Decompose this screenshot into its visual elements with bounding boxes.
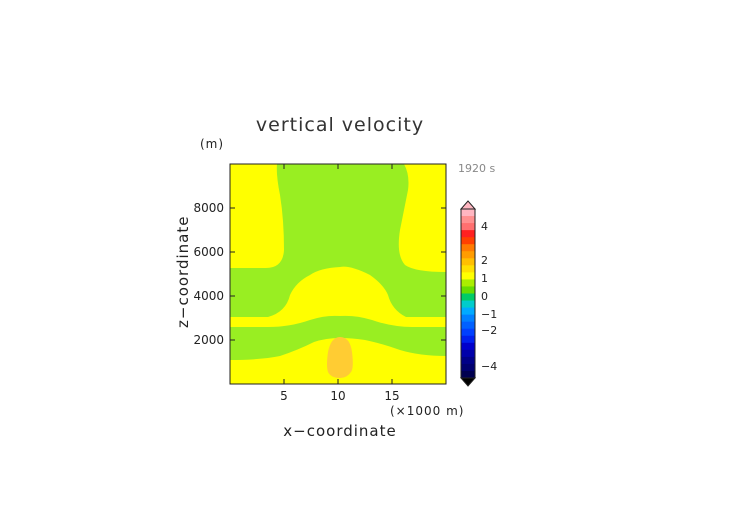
colorbar-segment xyxy=(461,300,475,309)
colorbar-bottom-triangle xyxy=(459,377,477,387)
colorbar-segment xyxy=(461,349,475,358)
colorbar-segment xyxy=(461,258,475,266)
colorbar-label: −1 xyxy=(481,308,497,321)
colorbar-segment xyxy=(461,342,475,351)
colorbar-label: 2 xyxy=(481,254,488,267)
y-tick-label: 6000 xyxy=(193,245,224,259)
colorbar-segment xyxy=(461,230,475,238)
colorbar-segment xyxy=(461,335,475,344)
colorbar-segment xyxy=(461,251,475,259)
colorbar-segment xyxy=(461,314,475,323)
colorbar-segment xyxy=(461,293,475,302)
colorbar-segment xyxy=(461,244,475,252)
colorbar-segment xyxy=(461,223,475,231)
x-tick-label: 15 xyxy=(384,389,399,403)
colorbar: 4 2 1 0 −1 −2 −4 xyxy=(459,200,497,387)
colorbar-segment xyxy=(461,328,475,337)
colorbar-segment xyxy=(461,363,475,372)
region-orange-core xyxy=(327,337,353,378)
y-tick-label: 8000 xyxy=(193,201,224,215)
colorbar-frame xyxy=(460,208,476,379)
colorbar-segment xyxy=(461,209,475,217)
y-axis: 2000 4000 6000 8000 xyxy=(193,201,446,347)
colorbar-segment xyxy=(461,370,475,379)
colorbar-segment xyxy=(461,265,475,273)
colorbar-segment xyxy=(461,272,475,280)
colorbar-segment xyxy=(461,237,475,245)
region-green-upper xyxy=(230,164,446,317)
colorbar-label: 0 xyxy=(481,290,488,303)
colorbar-segment xyxy=(461,307,475,316)
colorbar-segment xyxy=(461,321,475,330)
plot-area xyxy=(229,163,447,385)
x-unit-label: (×1000 m) xyxy=(390,404,465,418)
x-tick-label: 5 xyxy=(280,389,288,403)
x-tick-label: 10 xyxy=(330,389,345,403)
y-axis-label: z−coordinate xyxy=(174,215,192,328)
colorbar-segment xyxy=(461,279,475,287)
colorbar-label: 4 xyxy=(481,220,488,233)
colorbar-segment xyxy=(461,216,475,224)
colorbar-segment xyxy=(461,356,475,365)
x-axis-label: x−coordinate xyxy=(283,422,397,440)
time-label: 1920 s xyxy=(458,162,496,175)
y-tick-label: 2000 xyxy=(193,333,224,347)
colorbar-label: 1 xyxy=(481,272,488,285)
y-unit-label: (m) xyxy=(200,137,225,151)
colorbar-segment xyxy=(461,286,475,294)
colorbar-label: −2 xyxy=(481,324,497,337)
colorbar-label: −4 xyxy=(481,360,497,373)
y-tick-label: 4000 xyxy=(193,289,224,303)
chart-title: vertical velocity xyxy=(255,114,425,136)
x-axis: 5 10 15 xyxy=(280,164,400,403)
colorbar-top-triangle xyxy=(459,200,477,210)
